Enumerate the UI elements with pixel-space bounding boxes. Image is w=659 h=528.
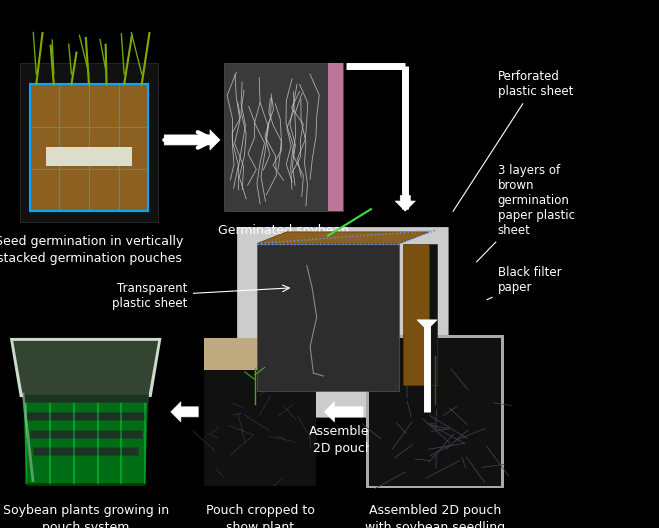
Bar [237,227,448,417]
Text: Transparent
plastic sheet: Transparent plastic sheet [113,281,289,310]
Bar [30,84,148,211]
Text: Seed germination in vertically
stacked germination pouches: Seed germination in vertically stacked g… [0,235,183,265]
Bar [26,412,145,420]
Text: Assembled
2D pouch: Assembled 2D pouch [308,425,377,455]
Text: 3 layers of
brown
germination
paper plastic
sheet: 3 layers of brown germination paper plas… [476,164,575,262]
Text: Assembled 2D pouch
with soybean seedling
after transplanting: Assembled 2D pouch with soybean seedling… [365,504,505,528]
Bar [403,243,429,385]
Bar [237,227,448,417]
Bar [20,63,158,222]
Bar [369,338,501,486]
Bar [366,335,504,488]
Text: Germinated soybean
seedling: Germinated soybean seedling [218,224,349,254]
Bar [46,147,132,166]
Polygon shape [23,394,148,483]
Bar [257,243,399,391]
Text: Soybean plants growing in
pouch system: Soybean plants growing in pouch system [3,504,169,528]
Bar [204,338,316,486]
Polygon shape [257,232,429,243]
Bar [30,84,148,211]
Polygon shape [10,338,161,397]
Text: Perforated
plastic sheet: Perforated plastic sheet [453,70,573,212]
Bar [33,447,138,455]
Polygon shape [13,341,158,397]
Bar [429,243,437,385]
Text: Black filter
paper: Black filter paper [487,266,561,300]
Bar [224,63,343,211]
Text: Pouch cropped to
show plant: Pouch cropped to show plant [206,504,315,528]
Bar [328,63,343,211]
Polygon shape [23,394,148,486]
Bar [30,430,142,438]
Bar [23,394,148,402]
Bar [204,338,316,371]
